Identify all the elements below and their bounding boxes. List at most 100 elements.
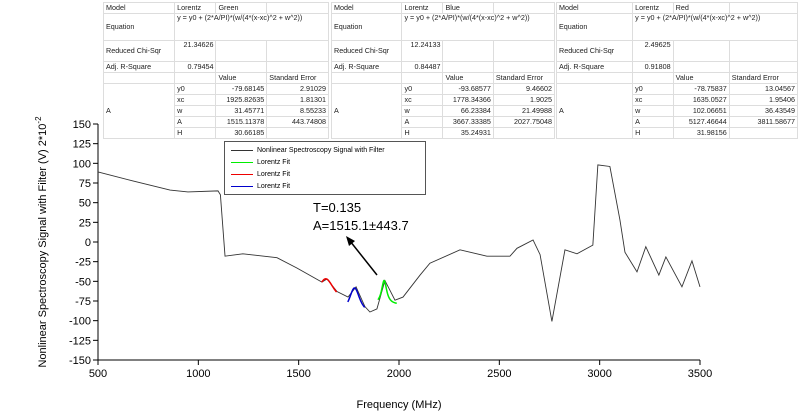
cell-error — [266, 127, 329, 139]
param-row: H 35.24931 — [332, 127, 556, 139]
cell-empty — [728, 40, 799, 62]
y-tick-label: 50 — [79, 198, 91, 210]
cell-value: 35.24931 — [442, 127, 494, 139]
cell-value: 3667.33385 — [442, 116, 494, 128]
y-axis-label-text: Nonlinear Spectroscopy Signal with Filte… — [37, 124, 49, 368]
legend-swatch — [231, 161, 253, 163]
cell-param: xc — [632, 94, 674, 106]
cell-empty — [215, 40, 268, 62]
y-tick-label: 125 — [73, 139, 91, 151]
legend-label: Lorentz Fit — [257, 170, 291, 178]
legend-item-red-fit: Lorentz Fit — [231, 169, 290, 179]
x-tick-label: 1000 — [186, 368, 210, 380]
cell-chi: 2.49625 — [632, 40, 674, 62]
cell-group: A — [102, 83, 176, 139]
cell-param: H — [174, 127, 217, 139]
cell-label: Reduced Chi-Sqr — [555, 40, 634, 62]
axes: 500 1000 1500 2000 2500 3000 35001501251007550… — [69, 119, 712, 380]
cell-value: 1925.82635 — [215, 94, 268, 106]
cell-error: 13.04567 — [728, 83, 799, 95]
x-tick-label: 2500 — [487, 368, 511, 380]
cell-value: 66.23384 — [442, 105, 494, 117]
cell-value: -79.68145 — [215, 83, 268, 95]
cell-label: Reduced Chi-Sqr — [102, 40, 176, 62]
cell-param: y0 — [174, 83, 217, 95]
y-axis-label: Nonlinear Spectroscopy Signal with Filte… — [34, 116, 49, 368]
cell-header: Value — [215, 72, 268, 84]
cell-value: 102.06651 — [672, 105, 730, 117]
x-axis-label: Frequency (MHz) — [357, 399, 442, 411]
cell-empty — [555, 72, 634, 84]
cell-empty — [330, 72, 403, 84]
cell-empty — [266, 61, 329, 73]
cell-header: Standard Error — [728, 72, 799, 84]
annotation-a: A=1515.1±443.7 — [313, 218, 409, 233]
cell-value: 1635.0527 — [672, 94, 730, 106]
cell-param: xc — [174, 94, 217, 106]
cell-error: 1.9025 — [492, 94, 556, 106]
cell-value: -78.75837 — [672, 83, 730, 95]
y-tick-label: -25 — [75, 257, 91, 269]
cell-label: Model — [330, 2, 403, 14]
plot-area — [97, 164, 701, 322]
y-tick-label: -75 — [75, 296, 91, 308]
cell-param: w — [632, 105, 674, 117]
cell-empty — [401, 72, 444, 84]
cell-group: A — [555, 83, 634, 139]
cell-group: A — [330, 83, 403, 139]
y-tick-label: -125 — [69, 335, 91, 347]
cell-value: 30.66185 — [215, 127, 268, 139]
y-tick-label: 100 — [73, 158, 91, 170]
param-row: A 5127.46644 3811.58677 — [557, 116, 799, 128]
cell-empty — [492, 40, 556, 62]
cell-r2: 0.79454 — [174, 61, 217, 73]
cell-error: 1.81301 — [266, 94, 329, 106]
cell-empty — [672, 40, 730, 62]
cell-error: 9.46602 — [492, 83, 556, 95]
cell-error: 2027.75048 — [492, 116, 556, 128]
cell-name: Blue — [442, 2, 494, 14]
cell-empty — [174, 72, 217, 84]
cell-label: Equation — [102, 13, 176, 41]
cell-equation: y = y0 + (2*A/PI)*(w/(4*(x-xc)^2 + w^2)) — [401, 13, 555, 41]
cell-error: 1.95406 — [728, 94, 799, 106]
cell-label: Adj. R-Square — [555, 61, 634, 73]
cell-param: y0 — [401, 83, 444, 95]
y-tick-label: -100 — [69, 316, 91, 328]
cell-header: Value — [442, 72, 494, 84]
cell-name: Green — [215, 2, 268, 14]
cell-error: 36.43549 — [728, 105, 799, 117]
param-row: A 3667.33385 2027.75048 — [332, 116, 556, 128]
signal-line — [97, 164, 701, 322]
y-tick-label: 25 — [79, 217, 91, 229]
cell-r2: 0.91808 — [632, 61, 674, 73]
cell-error: 3811.58677 — [728, 116, 799, 128]
y-tick-label: 150 — [73, 119, 91, 131]
cell-label: Reduced Chi-Sqr — [330, 40, 403, 62]
cell-model: Lorentz — [632, 2, 674, 14]
cell-error — [492, 127, 556, 139]
cell-equation: y = y0 + (2*A/PI)*(w/(4*(x-xc)^2 + w^2)) — [174, 13, 329, 41]
cell-label: Model — [102, 2, 176, 14]
legend-swatch — [231, 173, 253, 175]
cell-empty — [266, 40, 329, 62]
cell-value: -93.68577 — [442, 83, 494, 95]
cell-label: Equation — [330, 13, 403, 41]
cell-value: 5127.46644 — [672, 116, 730, 128]
x-tick-label: 3500 — [688, 368, 712, 380]
cell-label: Adj. R-Square — [330, 61, 403, 73]
cell-param: H — [632, 127, 674, 139]
legend-swatch — [231, 185, 253, 187]
legend-item-signal: Nonlinear Spectroscopy Signal with Filte… — [231, 145, 385, 155]
green-lorentz-fit-line — [377, 279, 397, 305]
cell-error: 443.74808 — [266, 116, 329, 128]
cell-empty — [632, 72, 674, 84]
cell-error: 2.91029 — [266, 83, 329, 95]
legend-label: Lorentz Fit — [257, 182, 291, 190]
legend-label: Lorentz Fit — [257, 158, 291, 166]
cell-param: w — [174, 105, 217, 117]
cell-param: A — [632, 116, 674, 128]
cell-header: Value — [672, 72, 730, 84]
